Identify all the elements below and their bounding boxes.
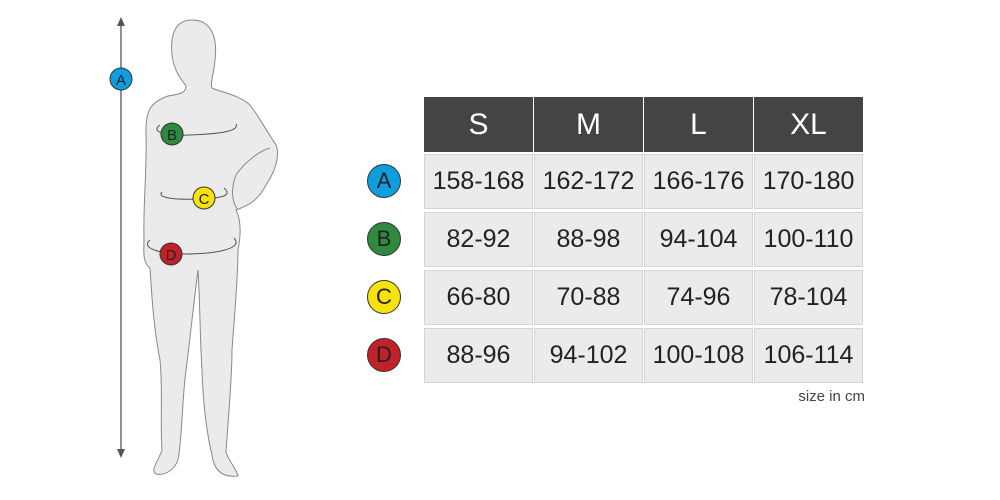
- table-cell: 82-92: [424, 212, 533, 267]
- marker-a: [109, 67, 133, 91]
- marker-b: [160, 122, 184, 146]
- table-cell: 106-114: [754, 328, 863, 383]
- table-cell: 166-176: [644, 154, 753, 209]
- arm-outline: [232, 147, 271, 211]
- table-cell: 70-88: [534, 270, 643, 325]
- table-cell: 94-104: [644, 212, 753, 267]
- arrow-down-icon: [117, 449, 125, 458]
- row-badge-b: B: [367, 222, 401, 256]
- row-badge-d: D: [367, 338, 401, 372]
- row-badge-c: C: [367, 280, 401, 314]
- unit-note: size in cm: [798, 388, 865, 405]
- marker-b-label: B: [167, 127, 177, 144]
- table-cell: 88-96: [424, 328, 533, 383]
- table-cell: 100-108: [644, 328, 753, 383]
- marker-c: [192, 186, 216, 210]
- table-cell: 78-104: [754, 270, 863, 325]
- table-cell: 162-172: [534, 154, 643, 209]
- arrow-up-icon: [117, 17, 125, 26]
- marker-d-label: D: [166, 247, 177, 264]
- table-cell: 100-110: [754, 212, 863, 267]
- marker-d: [159, 242, 183, 266]
- marker-c-label: C: [199, 191, 210, 208]
- table-cell: 170-180: [754, 154, 863, 209]
- body-figure: A B C D: [109, 17, 279, 477]
- table-cell: 158-168: [424, 154, 533, 209]
- row-badge-a: A: [367, 164, 401, 198]
- size-header-s: S: [424, 97, 533, 152]
- hip-measure-line: [147, 237, 237, 255]
- table-cell: 66-80: [424, 270, 533, 325]
- chest-measure-line: [156, 123, 237, 136]
- table-cell: 88-98: [534, 212, 643, 267]
- table-cell: 74-96: [644, 270, 753, 325]
- table-cell: 94-102: [534, 328, 643, 383]
- size-header-l: L: [644, 97, 753, 152]
- size-header-m: M: [534, 97, 643, 152]
- size-header-xl: XL: [754, 97, 863, 152]
- marker-a-label: A: [116, 72, 126, 89]
